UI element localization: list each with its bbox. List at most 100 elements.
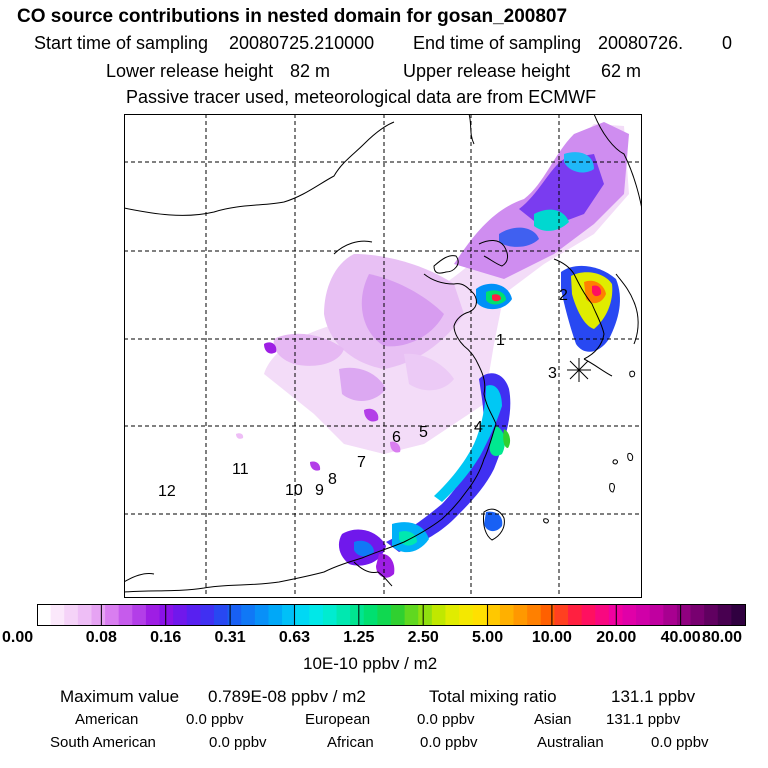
colorbar-cell <box>91 604 106 626</box>
colorbar-cell <box>717 604 732 626</box>
concentration-field <box>236 122 629 578</box>
region-american-value: 0.0 ppbv <box>186 711 244 728</box>
source-region-5: 5 <box>419 424 428 441</box>
end-time-suffix: 0 <box>722 33 733 53</box>
colorbar <box>37 604 746 626</box>
colorbar-cell <box>513 604 528 626</box>
colorbar-tick-label: 0.31 <box>214 629 246 646</box>
region-asian-label: Asian <box>534 711 572 728</box>
source-region-4: 4 <box>474 419 483 436</box>
colorbar-tick-label: 2.50 <box>407 629 439 646</box>
region-european-value: 0.0 ppbv <box>417 711 475 728</box>
source-region-9: 9 <box>315 482 324 499</box>
end-time-value: 20080726. <box>598 33 684 53</box>
colorbar-cell <box>50 604 65 626</box>
colorbar-cell <box>445 604 460 626</box>
colorbar-cell <box>540 604 555 626</box>
colorbar-cell <box>595 604 610 626</box>
total-mixing-value: 131.1 ppbv <box>611 687 696 706</box>
source-region-11: 11 <box>232 461 249 478</box>
map-frame <box>124 114 642 598</box>
colorbar-unit: 10E-10 ppbv / m2 <box>303 654 438 673</box>
colorbar-cell <box>200 604 215 626</box>
source-region-1: 1 <box>496 332 505 349</box>
colorbar-cell <box>622 604 637 626</box>
colorbar-cell <box>431 604 447 626</box>
colorbar-tick-label: 0.00 <box>2 629 34 646</box>
map-panel: 1 2 3 4 5 6 7 8 9 10 11 12 <box>124 114 642 598</box>
colorbar-tick-label: 1.25 <box>343 629 375 646</box>
colorbar-cell <box>690 604 705 626</box>
coastlines <box>124 114 642 593</box>
colorbar-cell <box>704 604 719 626</box>
region-south-american-value: 0.0 ppbv <box>209 734 267 751</box>
colorbar-cell <box>309 604 324 626</box>
upper-release-label: Upper release height <box>403 61 571 81</box>
source-region-12: 12 <box>158 483 176 500</box>
colorbar-cell <box>554 604 569 626</box>
colorbar-cell <box>636 604 651 626</box>
colorbar-cell <box>64 604 79 626</box>
source-region-6: 6 <box>392 429 401 446</box>
colorbar-cell <box>731 604 746 626</box>
start-time-value: 20080725.210000 <box>229 33 375 53</box>
colorbar-cell <box>676 604 692 626</box>
region-asian-value: 131.1 ppbv <box>606 711 681 728</box>
colorbar-cell <box>132 604 147 626</box>
region-australian-label: Australian <box>537 734 604 751</box>
end-time-label: End time of sampling <box>413 33 582 53</box>
colorbar-cell <box>37 604 52 626</box>
colorbar-cell <box>77 604 93 626</box>
colorbar-cell <box>173 604 188 626</box>
upper-release-value: 62 m <box>601 61 642 81</box>
colorbar-tick-label: 0.63 <box>278 629 311 646</box>
colorbar-cell <box>282 604 297 626</box>
start-time-label: Start time of sampling <box>34 33 209 53</box>
source-region-10: 10 <box>285 482 303 499</box>
colorbar-tick-label: 40.00 <box>660 629 701 646</box>
region-european-label: European <box>305 711 371 728</box>
lower-release-value: 82 m <box>290 61 331 81</box>
colorbar-cell <box>459 604 474 626</box>
colorbar-cell <box>186 604 201 626</box>
colorbar-tick-label: 20.00 <box>596 629 637 646</box>
colorbar-cell <box>118 604 133 626</box>
colorbar-tick-label: 5.00 <box>471 629 504 646</box>
colorbar-cell <box>254 604 270 626</box>
source-region-labels: 1 2 3 4 5 6 7 8 9 10 11 12 <box>158 287 568 500</box>
colorbar-cell <box>105 604 120 626</box>
colorbar-cell <box>159 604 174 626</box>
colorbar-cell <box>241 604 256 626</box>
map-grid <box>124 114 642 598</box>
colorbar-cell <box>486 604 501 626</box>
colorbar-cell <box>336 604 351 626</box>
colorbar-cell <box>268 604 283 626</box>
lower-release-label: Lower release height <box>106 61 274 81</box>
colorbar-cell <box>363 604 378 626</box>
colorbar-cell <box>527 604 542 626</box>
colorbar-tick-label: 80.00 <box>702 629 743 646</box>
source-region-3: 3 <box>548 365 557 382</box>
colorbar-tick-label: 0.08 <box>85 629 117 646</box>
colorbar-cell <box>145 604 161 626</box>
colorbar-cell <box>581 604 596 626</box>
colorbar-cell <box>663 604 678 626</box>
colorbar-cell <box>499 604 515 626</box>
region-australian-value: 0.0 ppbv <box>651 734 709 751</box>
receptor-marker <box>567 358 591 382</box>
source-region-2: 2 <box>559 287 568 304</box>
colorbar-cell <box>418 604 433 626</box>
max-value: 0.789E-08 ppbv / m2 <box>208 687 366 706</box>
source-region-7: 7 <box>357 454 366 471</box>
colorbar-cell <box>568 604 583 626</box>
colorbar-cell <box>350 604 365 626</box>
colorbar-tick-label: 10.00 <box>531 629 572 646</box>
source-region-8: 8 <box>328 471 337 488</box>
colorbar-cell <box>227 604 242 626</box>
colorbar-cell <box>322 604 338 626</box>
total-mixing-label: Total mixing ratio <box>429 687 557 706</box>
colorbar-cell <box>214 604 229 626</box>
region-south-american-label: South American <box>50 734 156 751</box>
max-value-label: Maximum value <box>60 687 180 706</box>
islands <box>543 370 636 524</box>
